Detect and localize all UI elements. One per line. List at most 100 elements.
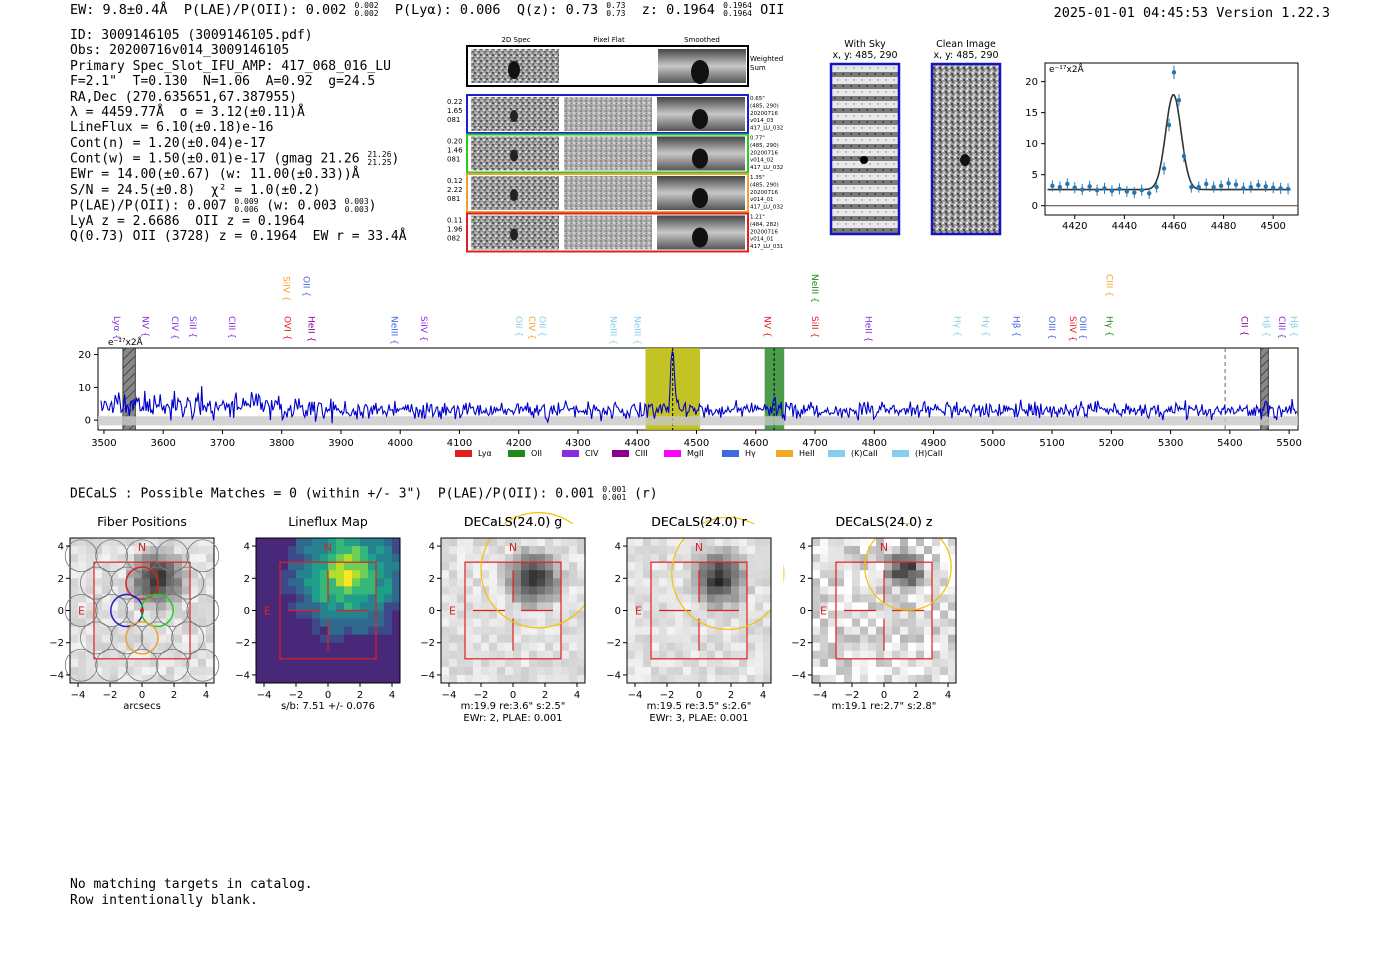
- decals-pixel: [481, 586, 490, 595]
- decals-pixel: [529, 666, 538, 676]
- decals-pixel: [110, 586, 119, 595]
- spectral-cutouts: 2D Spec Pixel Flat SmoothedWeightedSum0.22…: [447, 36, 783, 253]
- decals-pixel: [441, 602, 450, 611]
- decals-pixel: [328, 610, 337, 619]
- decals-pixel: [553, 666, 562, 676]
- decals-pixel: [924, 554, 933, 563]
- decals-pixel: [739, 642, 748, 652]
- decals-pixel: [707, 658, 716, 668]
- decals-pixel: [707, 554, 716, 563]
- decals-pixel: [908, 610, 917, 619]
- decals-pixel: [667, 586, 676, 595]
- decals-pixel: [256, 618, 265, 628]
- decals-pixel: [876, 538, 885, 547]
- decals-pixel: [537, 666, 546, 676]
- decals-pixel: [876, 658, 885, 668]
- decals-pixel: [360, 634, 369, 644]
- decals-pixel: [513, 650, 522, 660]
- decals-pixel: [328, 626, 337, 636]
- decals-pixel: [643, 626, 652, 636]
- decals-pixel: [312, 546, 321, 555]
- decals-pixel: [272, 602, 281, 611]
- decals-pixel: [142, 546, 151, 555]
- decals-pixel: [465, 554, 474, 563]
- decals-pixel: [707, 650, 716, 660]
- decals-pixel: [110, 634, 119, 644]
- decals-pixel: [852, 594, 861, 603]
- cutout-2d-source: [510, 110, 518, 122]
- decals-pixel: [198, 538, 207, 547]
- decals-pixel: [206, 602, 215, 611]
- full-spectrum-chart: 3500 3600 3700 3800 3900 4000 4100 4200 4300 4400…: [78, 274, 1302, 458]
- decals-pixel: [473, 562, 482, 571]
- spectrum-legend-label: OII: [531, 449, 542, 458]
- fiber-circle: [80, 621, 113, 655]
- decals-pixel: [441, 634, 450, 644]
- spectrum-legend-swatch: [664, 450, 681, 457]
- decals-pixel: [296, 602, 305, 611]
- decals-pixel: [707, 634, 716, 644]
- decals-pixel: [635, 602, 644, 611]
- decals-ytick-label: 4: [244, 542, 250, 553]
- decals-pixel: [392, 658, 401, 668]
- decals-pixel: [376, 618, 385, 628]
- decals-pixel: [755, 546, 764, 555]
- decals-pixel: [683, 578, 692, 587]
- decals-pixel: [473, 642, 482, 652]
- decals-pixel: [102, 650, 111, 660]
- decals-pixel: [118, 626, 127, 636]
- decals-pixel: [651, 554, 660, 563]
- decals-pixel: [577, 578, 586, 587]
- decals-pixel: [537, 586, 546, 595]
- decals-pixel: [755, 586, 764, 595]
- spectrum-line-label: OII {: [537, 316, 547, 337]
- weighted-smoothed-source: [691, 60, 709, 84]
- decals-pixel: [473, 674, 482, 684]
- decals-pixel: [876, 602, 885, 611]
- with-sky-title: With Sky: [844, 39, 886, 50]
- decals-pixel: [739, 570, 748, 579]
- cutout-left-label: 081: [447, 195, 460, 203]
- decals-pixel: [747, 578, 756, 587]
- decals-pixel: [272, 562, 281, 571]
- decals-pixel: [932, 594, 941, 603]
- decals-pixel: [94, 602, 103, 611]
- decals-pixel: [190, 602, 199, 611]
- decals-pixel: [675, 666, 684, 676]
- decals-pixel: [481, 610, 490, 619]
- decals-pixel: [852, 570, 861, 579]
- decals-pixel: [288, 634, 297, 644]
- decals-pixel: [328, 674, 337, 684]
- decals-pixel: [691, 570, 700, 579]
- decals-pixel: [699, 650, 708, 660]
- decals-pixel: [836, 666, 845, 676]
- decals-pixel: [94, 570, 103, 579]
- decals-pixel: [376, 594, 385, 603]
- spectrum-line-label: OIII {: [1046, 316, 1056, 340]
- info-ewr: EWr = 14.00(±0.67) (w: 11.00(±0.33))Å: [70, 167, 360, 183]
- decals-pixel: [715, 650, 724, 660]
- decals-pixel: [376, 642, 385, 652]
- decals-pixel: [465, 666, 474, 676]
- decals-pixel: [134, 562, 143, 571]
- decals-pixel: [473, 554, 482, 563]
- decals-pixel: [916, 570, 925, 579]
- decals-pixel: [134, 642, 143, 652]
- line-fit-point: [1171, 70, 1177, 75]
- decals-pixel: [731, 578, 740, 587]
- decals-pixel: [368, 562, 377, 571]
- decals-pixel: [723, 538, 732, 547]
- decals-pixel: [497, 674, 506, 684]
- decals-pixel: [110, 642, 119, 652]
- decals-pixel: [441, 546, 450, 555]
- decals-pixel: [489, 610, 498, 619]
- line-fit-point: [1154, 184, 1159, 190]
- decals-pixel: [900, 642, 909, 652]
- decals-pixel: [86, 634, 95, 644]
- decals-pixel: [392, 618, 401, 628]
- spectrum-line: [100, 350, 1298, 424]
- info-contw-text: Cont(w) = 1.50(±0.01)e-17 (gmag 21.26: [70, 151, 360, 167]
- header-qz-range: 0.73 0.73: [606, 2, 625, 18]
